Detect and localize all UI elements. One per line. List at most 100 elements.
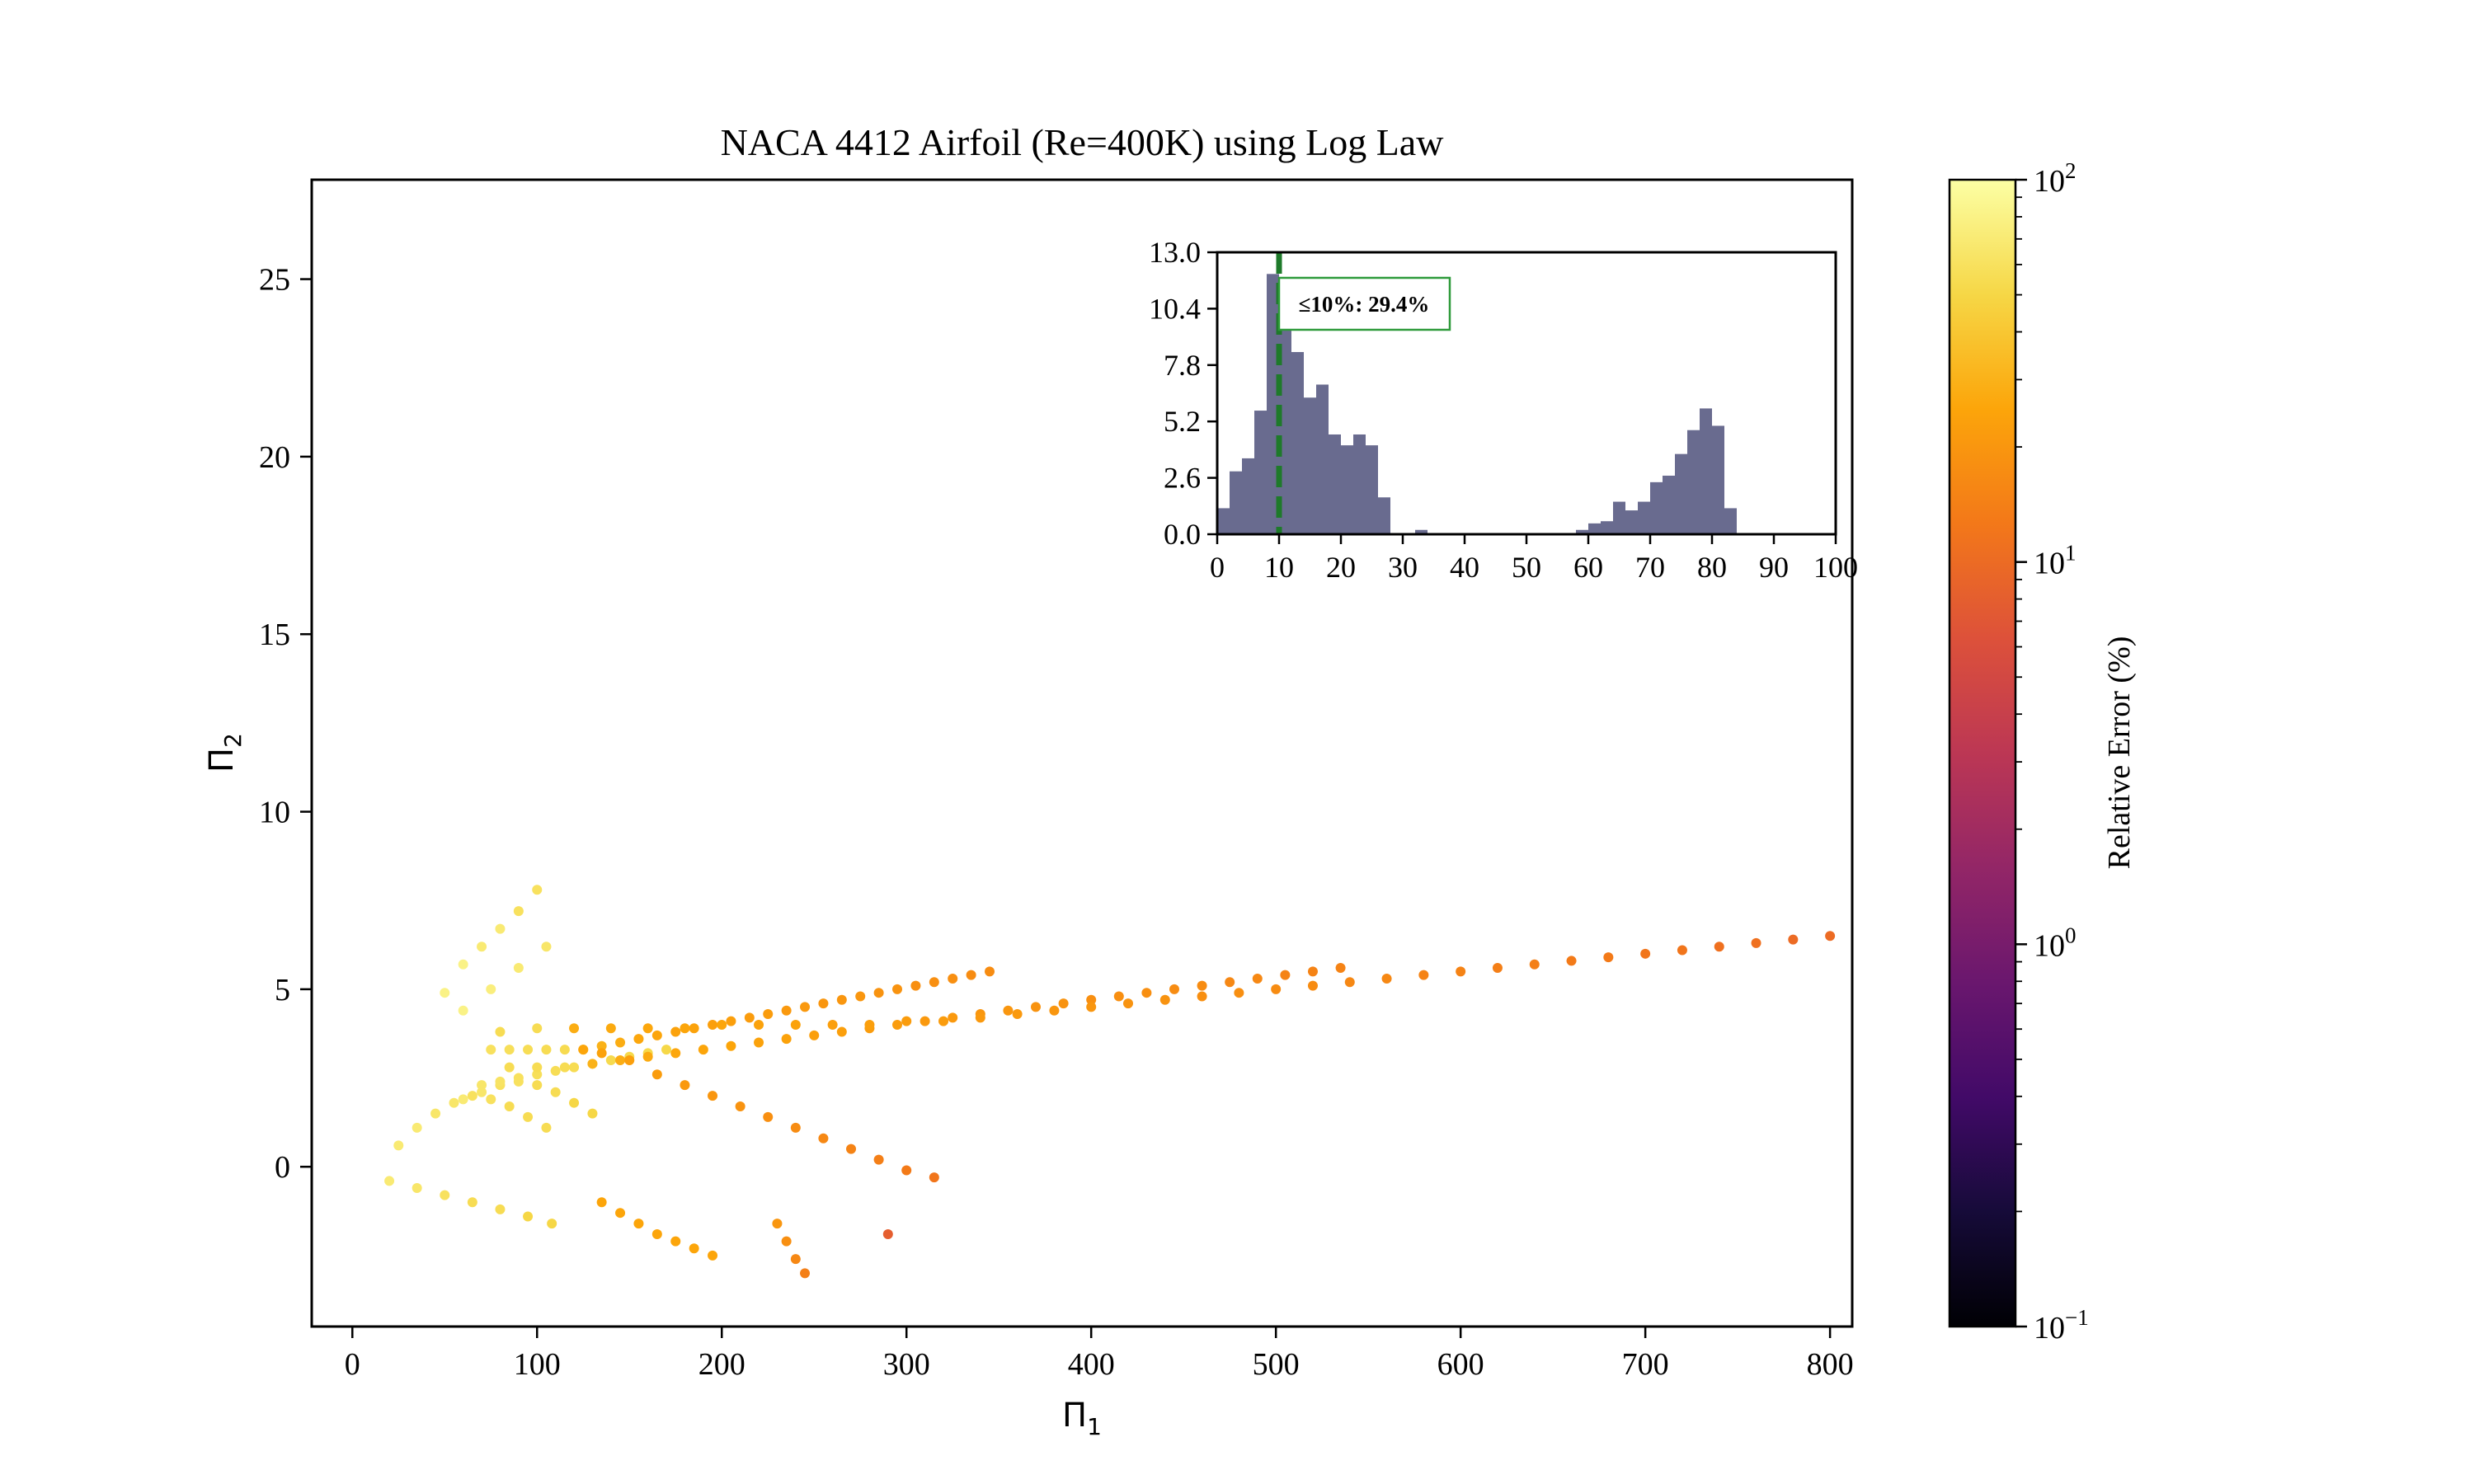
colorbar-tick-label: 101 (2034, 541, 2077, 581)
scatter-point (1225, 977, 1235, 988)
y-tick-label: 5 (275, 973, 290, 1007)
scatter-point (1677, 945, 1687, 956)
scatter-point (1003, 1005, 1014, 1016)
histogram-bar (1613, 501, 1625, 534)
scatter-point (1141, 988, 1152, 998)
scatter-point (1113, 991, 1124, 1002)
scatter-point (504, 1062, 515, 1073)
scatter-point (532, 1080, 543, 1091)
scatter-point (708, 1091, 718, 1101)
scatter-point (458, 959, 468, 970)
inset-x-ticks: 0 10 20 30 40 50 60 70 80 90 100 (1210, 534, 1858, 584)
scatter-point (781, 1236, 792, 1247)
scatter-point (1252, 973, 1263, 984)
scatter-point (948, 973, 958, 984)
scatter-point (615, 1208, 626, 1219)
inset-y-tick-label: 10.4 (1149, 292, 1201, 325)
x-tick-label: 0 (345, 1347, 360, 1382)
scatter-point (1058, 998, 1069, 1009)
scatter-point (384, 1176, 395, 1186)
scatter-point (559, 1045, 570, 1055)
scatter-point (393, 1140, 404, 1151)
histogram-bar (1378, 497, 1390, 534)
scatter-point (477, 942, 487, 952)
scatter-point (440, 1190, 450, 1200)
scatter-point (855, 991, 866, 1002)
scatter-point (670, 1026, 681, 1037)
scatter-point (495, 923, 506, 934)
inset-x-tick-label: 40 (1450, 551, 1479, 584)
scatter-point (605, 1023, 616, 1034)
scatter-point (1086, 994, 1097, 1005)
scatter-point (763, 1111, 774, 1122)
scatter-point (412, 1122, 422, 1133)
scatter-point (1788, 934, 1799, 945)
colorbar: 10−1 100 101 102 Relative Error (%) (1948, 158, 2137, 1345)
inset-y-tick-label: 2.6 (1164, 462, 1201, 495)
histogram-bar (1625, 510, 1638, 534)
scatter-point (1344, 977, 1355, 988)
scatter-point (1307, 966, 1318, 977)
scatter-point (596, 1040, 607, 1051)
scatter-point (1280, 970, 1291, 980)
y-ticks: 0 5 10 15 20 25 (259, 263, 312, 1185)
scatter-point (1335, 963, 1346, 974)
scatter-point (467, 1197, 477, 1208)
histogram-bar (1254, 411, 1267, 534)
scatter-point (882, 1229, 893, 1240)
scatter-point (569, 1062, 580, 1073)
y-tick-label: 20 (259, 440, 290, 475)
inset-x-tick-label: 30 (1388, 551, 1418, 584)
scatter-point (846, 1144, 857, 1154)
scatter-point (513, 963, 524, 974)
scatter-point (689, 1023, 699, 1034)
scatter-point (495, 1076, 506, 1087)
scatter-point (651, 1229, 662, 1240)
histogram-bar (1341, 445, 1353, 534)
inset-x-tick-label: 90 (1759, 551, 1789, 584)
x-tick-label: 600 (1437, 1347, 1484, 1382)
scatter-point (541, 1045, 552, 1055)
scatter-point (717, 1019, 727, 1030)
threshold-annotation-label: ≤10%: 29.4% (1299, 292, 1430, 317)
inset-histogram: ≤10%: 29.4% 0 10 20 30 40 50 60 70 80 90 100 0.0 2.… (1149, 236, 1858, 584)
inset-y-tick-label: 13.0 (1149, 236, 1201, 269)
scatter-point (920, 1016, 930, 1026)
chart-title: NACA 4412 Airfoil (Re=400K) using Log La… (721, 121, 1445, 163)
scatter-point (587, 1059, 598, 1069)
scatter-point (1169, 984, 1179, 994)
scatter-point (735, 1101, 745, 1111)
inset-x-tick-label: 80 (1697, 551, 1727, 584)
histogram-bar (1601, 521, 1613, 534)
scatter-point (827, 1019, 838, 1030)
scatter-point (550, 1087, 561, 1097)
scatter-point (670, 1236, 681, 1247)
y-tick-label: 15 (259, 618, 290, 652)
scatter-point (726, 1040, 736, 1051)
scatter-point (1566, 956, 1577, 966)
histogram-bar (1217, 508, 1230, 534)
y-tick-label: 10 (259, 796, 290, 830)
scatter-point (1197, 980, 1207, 991)
scatter-point (596, 1048, 607, 1059)
scatter-point (495, 1026, 506, 1037)
scatter-point (642, 1023, 653, 1034)
inset-y-ticks: 0.0 2.6 5.2 7.8 10.4 13.0 (1149, 236, 1217, 551)
histogram-bar (1329, 434, 1341, 534)
scatter-point (975, 1012, 985, 1023)
scatter-point (1307, 980, 1318, 991)
scatter-point (790, 1122, 801, 1133)
histogram-bar (1700, 408, 1712, 534)
scatter-point (901, 1165, 912, 1176)
colorbar-tick-label: 102 (2034, 158, 2077, 199)
scatter-point (633, 1219, 644, 1229)
inset-y-tick-label: 5.2 (1164, 405, 1201, 438)
scatter-point (532, 885, 543, 895)
scatter-point (642, 1051, 653, 1062)
scatter-point (1456, 966, 1466, 977)
scatter-point (615, 1037, 626, 1048)
scatter-point (541, 1122, 552, 1133)
scatter-point (689, 1243, 699, 1254)
scatter-point (430, 1108, 441, 1119)
scatter-point (633, 1034, 644, 1045)
